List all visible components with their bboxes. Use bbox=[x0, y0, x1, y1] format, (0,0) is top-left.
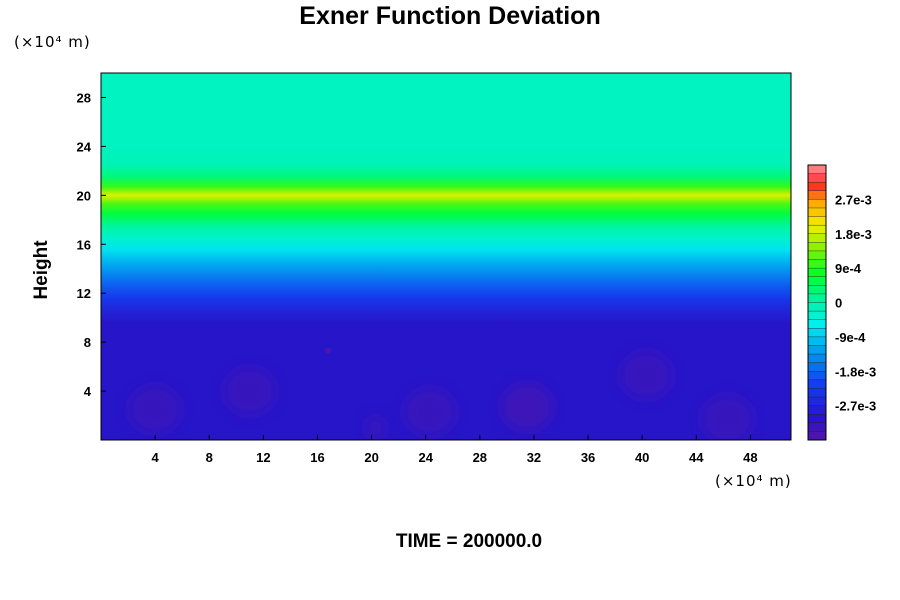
colorbar-bin bbox=[807, 181, 827, 192]
time-caption: TIME = 200000.0 bbox=[395, 531, 543, 552]
colorbar-bin bbox=[807, 250, 827, 261]
colorbar-bin bbox=[807, 302, 827, 312]
colorbar-tick-label: 1.8e-3 bbox=[835, 227, 872, 242]
low-pressure-cell bbox=[701, 395, 754, 440]
colorbar-bin bbox=[807, 293, 827, 304]
colorbar-bin bbox=[807, 173, 827, 183]
x-tick-label: 40 bbox=[635, 450, 649, 465]
colorbar-bin bbox=[807, 164, 827, 175]
low-pressure-cell bbox=[501, 383, 554, 431]
colorbar-bin bbox=[807, 310, 827, 321]
colorbar-bin bbox=[807, 216, 827, 226]
y-tick-label: 20 bbox=[77, 188, 91, 203]
low-pressure-cell bbox=[223, 367, 276, 416]
colorbar-frame bbox=[807, 164, 827, 441]
colorbar-bin bbox=[807, 328, 827, 338]
colorbar-bin bbox=[807, 233, 827, 243]
colorbar-tick-label: -1.8e-3 bbox=[835, 364, 876, 379]
plot-frame bbox=[100, 72, 792, 441]
low-pressure-cell bbox=[129, 385, 182, 434]
colorbar-bin bbox=[807, 199, 827, 209]
colorbar-bin bbox=[807, 345, 827, 355]
colorbar-bin bbox=[807, 388, 827, 398]
colorbar-bin bbox=[807, 405, 827, 415]
colorbar-bin bbox=[807, 431, 827, 441]
colorbar-tick-label: -9e-4 bbox=[835, 330, 866, 345]
colorbar-bin bbox=[807, 379, 827, 389]
y-axis-unit: (×10⁴ m) bbox=[14, 33, 91, 51]
field-background bbox=[101, 73, 791, 440]
x-tick-label: 28 bbox=[473, 450, 487, 465]
colorbar-bin bbox=[807, 319, 827, 329]
colorbar-bin bbox=[807, 362, 827, 372]
colorbar-bin bbox=[807, 285, 827, 295]
y-tick-label: 8 bbox=[84, 335, 91, 350]
x-tick-label: 8 bbox=[206, 450, 213, 465]
colorbar-bin bbox=[807, 276, 827, 286]
colorbar-tick-label: -2.7e-3 bbox=[835, 399, 876, 414]
x-tick-label: 48 bbox=[743, 450, 757, 465]
colorbar-bin bbox=[807, 336, 827, 346]
x-tick-label: 32 bbox=[527, 450, 541, 465]
y-tick-label: 24 bbox=[77, 139, 92, 154]
low-pressure-cell bbox=[403, 387, 456, 436]
colorbar-bin bbox=[807, 422, 827, 432]
y-tick-label: 28 bbox=[77, 90, 91, 105]
chart-title: Exner Function Deviation bbox=[299, 2, 601, 30]
x-tick-label: 12 bbox=[256, 450, 270, 465]
colorbar-bin bbox=[807, 371, 827, 381]
colorbar-bin bbox=[807, 414, 827, 424]
low-pressure-cell bbox=[325, 347, 332, 354]
x-axis-unit: (×10⁴ m) bbox=[715, 472, 792, 490]
x-tick-label: 24 bbox=[418, 450, 433, 465]
colorbar-bin bbox=[807, 259, 827, 269]
x-tick-label: 44 bbox=[689, 450, 704, 465]
colorbar-tick-label: 0 bbox=[835, 296, 842, 311]
colorbar-bin bbox=[807, 242, 827, 252]
y-tick-label: 12 bbox=[77, 286, 91, 301]
colorbar-bin bbox=[807, 396, 827, 407]
colorbar-bin bbox=[807, 267, 827, 278]
y-tick-label: 16 bbox=[77, 237, 91, 252]
colorbar-tick-label: 2.7e-3 bbox=[835, 192, 872, 207]
colorbar: 2.7e-3 1.8e-3 9e-4 0 -9e-4 -1.8e-3 -2.7e-3 bbox=[807, 164, 876, 441]
x-tick-label: 20 bbox=[364, 450, 378, 465]
x-tick-label: 4 bbox=[152, 450, 160, 465]
low-pressure-cell bbox=[620, 351, 673, 400]
y-tick-label: 4 bbox=[84, 384, 92, 399]
low-pressure-cell bbox=[365, 415, 386, 440]
colorbar-tick-label: 9e-4 bbox=[835, 261, 862, 276]
x-tick-label: 16 bbox=[310, 450, 324, 465]
colorbar-bin bbox=[807, 207, 827, 218]
colorbar-bin bbox=[807, 190, 827, 200]
x-tick-label: 36 bbox=[581, 450, 595, 465]
colorbar-bin bbox=[807, 224, 827, 235]
colorbar-bin bbox=[807, 353, 827, 364]
